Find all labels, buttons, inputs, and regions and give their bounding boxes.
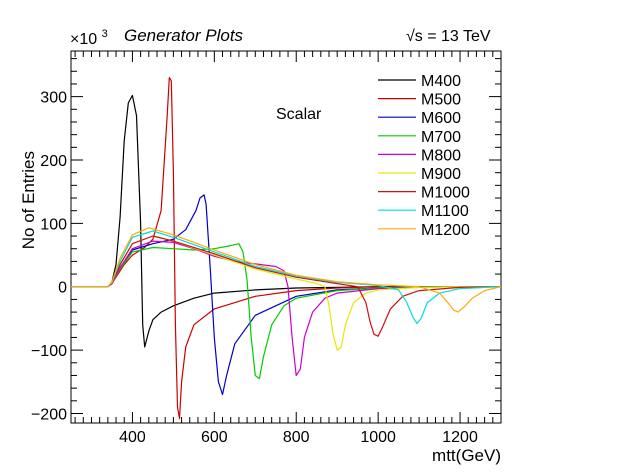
y-tick-label: 0 — [58, 280, 67, 297]
legend-label-m500: M500 — [421, 92, 461, 109]
x-tick-label: 800 — [283, 429, 310, 446]
y-tick-label: −100 — [31, 343, 67, 360]
series-line-m600 — [71, 194, 501, 396]
series-line-m800 — [71, 240, 501, 377]
x-tick-label: 1200 — [442, 429, 478, 446]
legend-label-m600: M600 — [421, 110, 461, 127]
x-tick-label: 600 — [201, 429, 228, 446]
y-multiplier-exponent: 3 — [102, 28, 108, 40]
y-tick-label: 300 — [40, 90, 67, 107]
plot-frame — [70, 50, 502, 424]
series-line-m500 — [71, 76, 501, 420]
scalar-annotation: Scalar — [276, 106, 322, 123]
legend-label-m700: M700 — [421, 129, 461, 146]
x-axis-label: mtt(GeV) — [432, 446, 501, 465]
axis-ticks: 400 600 800 1000 1200 −200 −100 0 100 200 300 — [31, 51, 502, 446]
y-tick-label: 200 — [40, 153, 67, 170]
series-line-m1200 — [71, 227, 502, 313]
series-lines — [71, 76, 502, 420]
legend-label-m800: M800 — [421, 147, 461, 164]
chart-title: Generator Plots — [124, 26, 244, 45]
legend-label-m1200: M1200 — [421, 222, 470, 239]
legend-label-m1000: M1000 — [421, 185, 470, 202]
legend-label-m900: M900 — [421, 166, 461, 183]
series-line-m700 — [71, 243, 501, 380]
y-tick-label: 100 — [40, 216, 67, 233]
y-multiplier: ×10 3 — [70, 28, 108, 48]
plot-area — [70, 50, 502, 424]
x-tick-label: 400 — [119, 429, 146, 446]
y-tick-label: −200 — [31, 406, 67, 423]
legend-label-m1100: M1100 — [421, 203, 469, 220]
x-tick-label: 1000 — [360, 429, 396, 446]
energy-label: √s = 13 TeV — [406, 28, 491, 45]
y-axis-label: No of Entries — [19, 151, 38, 249]
y-multiplier-base: ×10 — [70, 31, 97, 48]
legend-label-m400: M400 — [421, 73, 461, 90]
series-line-m1000 — [71, 235, 502, 337]
